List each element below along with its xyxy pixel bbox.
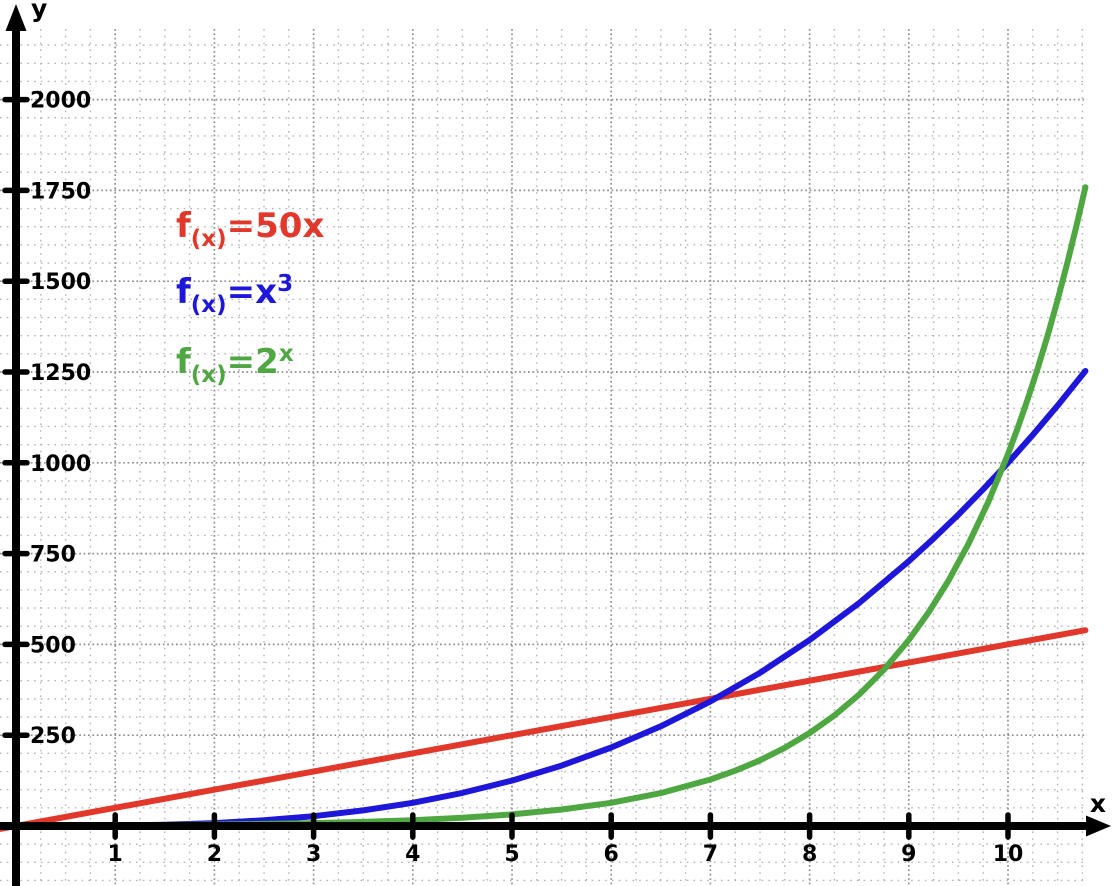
y-tick-label: 1500 bbox=[30, 270, 91, 295]
series-50x-curve bbox=[0, 627, 1089, 832]
grid-major bbox=[0, 29, 1087, 886]
y-tick-label: 250 bbox=[30, 724, 76, 749]
x-tick-label: 8 bbox=[802, 842, 817, 867]
labels: 1 2 3 4 5 6 7 8 9 10 250 500 750 1000 1250 1500 1750 2000… bbox=[30, 0, 1106, 867]
series-x-cubed-curve bbox=[0, 368, 1089, 829]
y-axis-label: y bbox=[31, 0, 47, 23]
x-tick-label: 4 bbox=[405, 842, 420, 867]
y-axis-arrow-icon bbox=[5, 4, 27, 31]
y-tick-label: 500 bbox=[30, 633, 76, 658]
x-axis-arrow-icon bbox=[1086, 815, 1111, 837]
x-tick-label: 2 bbox=[207, 842, 222, 867]
x-tick-label: 1 bbox=[108, 842, 123, 867]
x-tick-label: 9 bbox=[901, 842, 916, 867]
x-axis-label: x bbox=[1090, 789, 1106, 818]
y-tick-label: 1750 bbox=[30, 179, 91, 204]
series-group bbox=[0, 184, 1089, 832]
x-tick-label: 5 bbox=[504, 842, 519, 867]
y-tick-label: 750 bbox=[30, 543, 76, 568]
x-tick-label: 3 bbox=[306, 842, 321, 867]
grid-minor bbox=[0, 29, 1087, 886]
y-tick-label: 1250 bbox=[30, 361, 91, 386]
axes bbox=[0, 4, 1111, 886]
y-tick-label: 1000 bbox=[30, 452, 91, 477]
x-tick-label: 7 bbox=[703, 842, 718, 867]
y-tick-label: 2000 bbox=[30, 89, 91, 114]
x-tick-label: 10 bbox=[993, 842, 1024, 867]
x-tick-label: 6 bbox=[604, 842, 619, 867]
tick-marks bbox=[2, 96, 1011, 840]
